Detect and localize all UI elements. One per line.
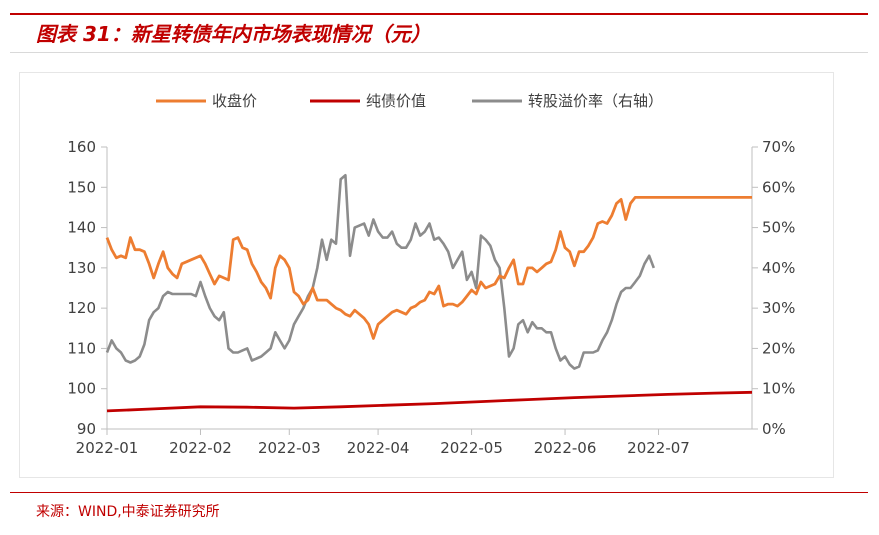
y-left-tick-label: 120	[67, 299, 96, 317]
y-right-tick-label: 60%	[762, 178, 795, 196]
y-right-tick-label: 10%	[762, 380, 795, 398]
series-lines	[105, 173, 753, 413]
y-right-tick-label: 70%	[762, 138, 795, 156]
source-note: 来源：WIND,中泰证券研究所	[36, 504, 220, 520]
chart-title: 图表 31：新星转债年内市场表现情况（元）	[36, 22, 431, 46]
legend-label: 纯债价值	[366, 92, 426, 110]
y-left-tick-label: 140	[67, 219, 96, 237]
legend: 收盘价 纯债价值 转股溢价率（右轴）	[156, 92, 663, 110]
x-tick-label: 2022-04	[347, 439, 410, 457]
x-tick-label: 2022-01	[76, 439, 139, 457]
footer-rule	[10, 492, 868, 493]
y-left-tick-label: 110	[67, 339, 96, 357]
chart-svg: 收盘价 纯债价值 转股溢价率（右轴） 90 100 110 120 130 140 150 160…	[67, 92, 795, 457]
x-tick-label: 2022-05	[440, 439, 503, 457]
y-right-tick-label: 20%	[762, 339, 795, 357]
x-tick-label: 2022-02	[169, 439, 232, 457]
y-left-tick-label: 130	[67, 259, 96, 277]
x-tick-label: 2022-07	[627, 439, 690, 457]
close-price-line	[105, 196, 752, 340]
title-bottom-rule	[10, 52, 868, 53]
x-axis-labels: 2022-01 2022-02 2022-03 2022-04 2022-05 2022-…	[76, 429, 690, 457]
y-left-tick-label: 100	[67, 380, 96, 398]
y-axis-left-labels: 90 100 110 120 130 140 150 160	[67, 138, 107, 438]
title-top-rule	[10, 13, 868, 15]
y-left-tick-label: 90	[77, 420, 96, 438]
y-right-tick-label: 30%	[762, 299, 795, 317]
chart-frame: 收盘价 纯债价值 转股溢价率（右轴） 90 100 110 120 130 140 150 160…	[19, 72, 834, 478]
bond-value-line	[106, 390, 753, 413]
x-tick-label: 2022-06	[534, 439, 597, 457]
premium-rate-line	[105, 173, 656, 370]
legend-label: 转股溢价率（右轴）	[528, 92, 663, 110]
y-left-tick-label: 150	[67, 178, 96, 196]
y-right-tick-label: 0%	[762, 420, 786, 438]
y-right-tick-label: 50%	[762, 219, 795, 237]
y-left-tick-label: 160	[67, 138, 96, 156]
axes	[106, 147, 753, 430]
x-tick-label: 2022-03	[258, 439, 321, 457]
legend-label: 收盘价	[212, 92, 257, 110]
y-axis-right-labels: 0% 10% 20% 30% 40% 50% 60% 70%	[752, 138, 795, 438]
y-right-tick-label: 40%	[762, 259, 795, 277]
